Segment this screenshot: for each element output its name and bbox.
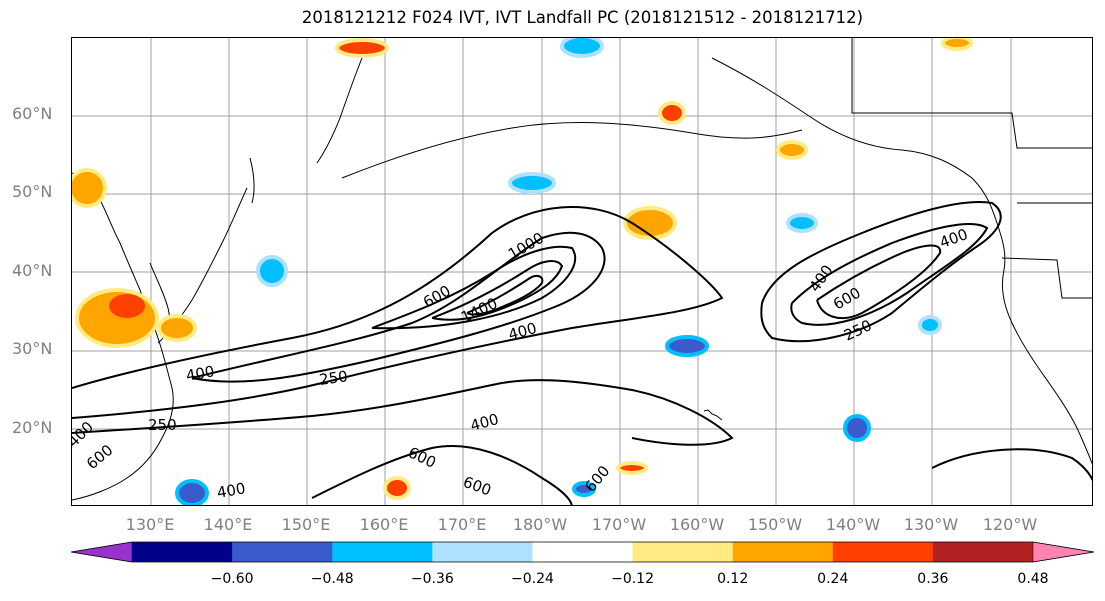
lon-label: 170°E (437, 515, 487, 534)
anomaly-positive (383, 476, 411, 500)
colorbar-segment (632, 542, 734, 562)
contour-label: 600 (461, 473, 494, 500)
lon-label: 170°W (591, 515, 647, 534)
coast-hawaii (703, 409, 723, 421)
anomaly-negative (572, 481, 596, 497)
lon-label: 150°E (281, 515, 331, 534)
colorbar-extend-high (1032, 541, 1094, 563)
lon-label: 130°W (903, 515, 959, 534)
colorbar-segment (332, 542, 433, 562)
lon-label: 140°E (203, 515, 253, 534)
contour-label: 1000 (505, 229, 547, 264)
colorbar (71, 541, 1094, 563)
contour-label: 400 (216, 479, 247, 502)
anomaly-positive-strong (109, 294, 145, 318)
lon-label: 150°W (747, 515, 803, 534)
coast-kamchatka (316, 57, 363, 164)
lon-label: 130°E (125, 515, 175, 534)
coastlines (72, 38, 1092, 501)
contour-1400 (466, 274, 544, 316)
lon-label: 160°E (359, 515, 409, 534)
anomaly-negative (256, 255, 288, 287)
contour-400 (191, 231, 606, 383)
map-title: 2018121212 F024 IVT, IVT Landfall PC (20… (301, 8, 864, 27)
anomaly-positive (335, 38, 389, 58)
anomaly-positive (776, 140, 808, 160)
lat-label: 50°N (12, 182, 53, 201)
colorbar-tick-label: −0.36 (410, 571, 454, 587)
anomaly-negative (786, 213, 818, 233)
contour-label: 250 (318, 367, 349, 389)
contour-label: 400 (185, 362, 216, 385)
colorbar-tick-label: −0.12 (611, 571, 654, 587)
lon-label: 160°W (669, 515, 725, 534)
graticule (72, 38, 1092, 505)
coast-sakhalin (249, 157, 255, 204)
colorbar-segment (432, 542, 533, 562)
lat-label: 20°N (12, 418, 53, 437)
anomaly-negative (175, 479, 209, 505)
colorbar-tick-label: −0.60 (210, 571, 254, 587)
anomaly-positive (157, 314, 197, 342)
colorbar-tick-label: −0.48 (310, 571, 354, 587)
contour-label: 1400 (458, 294, 500, 326)
lat-label: 40°N (12, 261, 53, 280)
contour-label: 250 (148, 416, 177, 434)
lon-label: 120°W (982, 515, 1038, 534)
colorbar-segment (932, 542, 1034, 562)
contour-label: 400 (468, 410, 500, 435)
contour-label: 400 (937, 225, 970, 252)
colorbar-outline (71, 541, 1094, 563)
colorbar-tick-label: −0.24 (510, 571, 554, 587)
contour-600-south (311, 445, 573, 505)
coast-north-america-panel (851, 38, 1092, 299)
lon-label: 140°W (825, 515, 881, 534)
contour-400-south (72, 379, 734, 446)
lon-label: 180°W (512, 515, 568, 534)
colorbar-tick-label: 0.24 (817, 571, 849, 587)
ivt-contours (72, 201, 1092, 505)
contour-label: 400 (72, 418, 97, 451)
contour-600-southeast (931, 448, 1092, 481)
colorbar-segment (532, 542, 634, 562)
colorbar-segments (71, 541, 1094, 563)
coast-asia-mainland (72, 172, 174, 501)
lat-label: 60°N (12, 104, 53, 123)
colorbar-tick-label: 0.36 (917, 571, 949, 587)
anomaly-negative (508, 172, 556, 194)
coast-aleutians (341, 122, 803, 179)
anomaly-positive (72, 168, 107, 208)
contour-400-east (790, 222, 989, 326)
coast-north-america-west (996, 222, 1092, 465)
map-panel[interactable]: 1000 1400 600 400 400 250 250 400 400 60… (71, 37, 1093, 506)
contour-1000 (431, 260, 564, 321)
colorbar-extend-low (71, 541, 133, 563)
anomaly-positive (616, 461, 648, 475)
colorbar-segment (132, 542, 233, 562)
colorbar-segment (832, 542, 934, 562)
anomaly-negative (560, 38, 604, 58)
contour-600 (371, 245, 577, 330)
colorbar-tick-label: 0.48 (1017, 571, 1049, 587)
colorbar-segment (732, 542, 834, 562)
anomaly-negative (665, 335, 709, 357)
colorbar-tick-label: 0.12 (717, 571, 749, 587)
anomaly-negative (843, 414, 871, 442)
coast-alaska (711, 57, 998, 224)
anomaly-shading (72, 38, 973, 505)
contour-labels: 1000 1400 600 400 400 250 250 400 400 60… (72, 225, 970, 502)
lat-label: 30°N (12, 339, 53, 358)
map-canvas: 1000 1400 600 400 400 250 250 400 400 60… (72, 38, 1092, 505)
contour-250 (72, 206, 724, 419)
anomaly-positive (941, 38, 973, 51)
contour-600-east (816, 244, 942, 320)
anomaly-positive (658, 101, 686, 125)
anomaly-positive (623, 206, 677, 240)
anomaly-negative (918, 315, 942, 335)
contour-label: 600 (83, 441, 117, 473)
colorbar-segment (232, 542, 333, 562)
contour-250-east (760, 201, 1002, 343)
